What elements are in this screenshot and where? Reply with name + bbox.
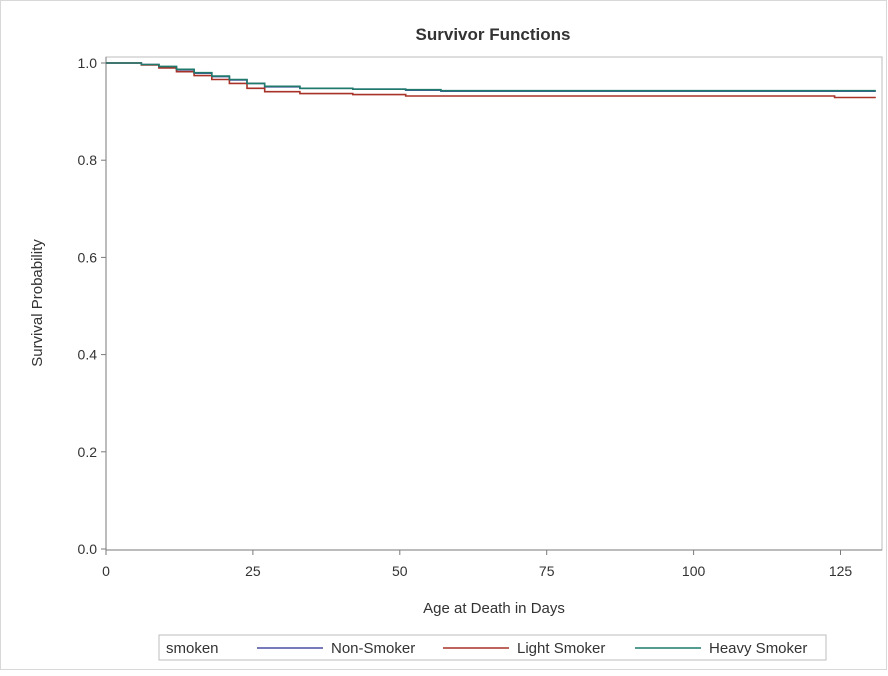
x-tick-label: 125 [829, 563, 853, 579]
y-tick-label: 0.8 [78, 152, 98, 168]
x-axis-ticks: 0 25 50 75 100 125 [102, 550, 852, 579]
survival-curves [106, 62, 876, 99]
legend-label-light-smoker: Light Smoker [517, 640, 605, 657]
y-tick-label: 1.0 [78, 55, 98, 71]
y-tick-label: 0.0 [78, 541, 98, 557]
y-tick-label: 0.2 [78, 444, 98, 460]
series-line-heavy-smoker [106, 62, 876, 92]
legend-label-non-smoker: Non-Smoker [331, 640, 415, 657]
legend-items: Non-Smoker Light Smoker Heavy Smoker [257, 640, 807, 657]
y-axis-ticks: 0.0 0.2 0.4 0.6 0.8 1.0 [78, 55, 106, 557]
y-axis-label: Survival Probability [29, 239, 46, 367]
legend-label-heavy-smoker: Heavy Smoker [709, 640, 807, 657]
y-tick-label: 0.4 [78, 347, 98, 363]
legend-title: smoken [166, 640, 219, 657]
chart-title: Survivor Functions [416, 25, 571, 44]
x-tick-label: 75 [539, 563, 555, 579]
legend: smoken Non-Smoker Light Smoker Heavy Smoke… [158, 634, 827, 661]
series-line-light-smoker [106, 62, 876, 99]
y-tick-label: 0.6 [78, 249, 98, 265]
series-line-non-smoker [106, 62, 876, 92]
x-tick-label: 0 [102, 563, 110, 579]
x-axis-label: Age at Death in Days [423, 600, 565, 617]
x-tick-label: 100 [682, 563, 706, 579]
x-tick-label: 50 [392, 563, 408, 579]
x-tick-label: 25 [245, 563, 261, 579]
plot-area [105, 56, 883, 551]
